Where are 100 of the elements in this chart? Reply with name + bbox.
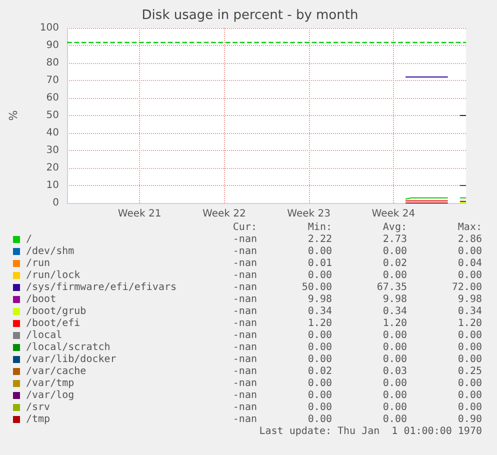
text: -nan [232,318,257,330]
legend-label: /sys/firmware/efi/efivars [26,282,177,294]
text: 0.00 [382,402,407,414]
text: 0.02 [382,258,407,270]
text: -nan [232,330,257,342]
legend-label: / [26,234,32,246]
y-tick-label: 50 [46,110,59,121]
text: 2.22 [306,234,332,246]
legend-label: /var/log [26,390,74,402]
legend-label: /run/lock [26,270,80,282]
text: 1.20 [382,318,407,330]
text: -nan [232,342,257,354]
text: 0.03 [382,366,407,378]
text: 0.00 [382,354,407,366]
legend-label: /srv [26,402,50,414]
text: 0.34 [306,306,332,318]
text: 0.04 [456,258,482,270]
text: 9.98 [456,294,482,306]
y-tick-label: 80 [46,58,59,68]
text: 0.00 [456,330,482,342]
text: -nan [232,378,257,390]
text: -nan [232,294,257,306]
text: 9.98 [306,294,332,306]
text: 0.00 [382,390,407,402]
text: 72.00 [450,282,482,294]
text: 0.00 [306,342,332,354]
text: Cur: [232,222,257,234]
text: 0.00 [382,330,407,342]
legend-label: /boot/efi [26,318,80,330]
text: Max: [456,222,482,234]
legend-label: /local [26,330,62,342]
legend-label: /dev/shm [26,246,74,258]
text: 0.00 [456,402,482,414]
text: Last update: Thu Jan 1 01:00:00 1970 [259,426,482,438]
text: 0.02 [306,366,332,378]
y-tick-label: 30 [46,145,59,156]
text: 0.00 [306,414,332,426]
text: 0.00 [306,390,332,402]
y-tick-label: 70 [46,75,59,86]
legend-label: /var/cache [26,366,86,378]
x-tick-label: Week 21 [118,208,162,220]
text: 0.00 [382,270,407,282]
y-tick-label: 60 [46,92,59,104]
legend-label: /local/scratch [26,342,110,354]
text: -nan [232,354,257,366]
x-tick-label: Week 24 [372,208,416,220]
text: 0.00 [456,378,482,390]
x-tick-label: Week 23 [287,208,330,220]
text: 0.90 [456,414,482,426]
text: 0.00 [306,402,332,414]
text: 0.00 [456,342,482,354]
text: -nan [232,258,257,270]
chart-title: Disk usage in percent - by month [142,8,358,23]
text: 0.00 [456,354,482,366]
x-tick-label: Week 22 [202,208,246,220]
legend-label: /boot/grub [26,306,86,318]
text: 0.00 [306,270,332,282]
legend-label: /run [26,258,50,270]
legend-label: /var/tmp [26,378,74,390]
y-axis-title: % [7,110,20,121]
text: 0.00 [306,246,332,258]
y-tick-label: 10 [46,180,59,191]
legend-label: /var/lib/docker [26,354,116,366]
text: 0.00 [306,378,332,390]
y-tick-label: 0 [52,198,59,208]
text: Avg: [382,222,407,234]
text: -nan [232,366,257,378]
y-tick-label: 100 [40,22,59,34]
text: -nan [232,270,257,282]
text: 0.00 [382,414,407,426]
text: Min: [306,222,332,234]
y-tick-label: 20 [46,162,59,174]
text: 0.34 [382,306,407,318]
text: 0.34 [456,306,482,318]
text: -nan [232,414,257,426]
text: -nan [232,282,257,294]
text: 50.00 [300,282,332,294]
text: 2.73 [382,234,407,246]
text: 1.20 [456,318,482,330]
text: 0.00 [456,246,482,258]
text: 0.01 [306,258,332,270]
y-tick-label: 40 [46,128,59,138]
text: 0.25 [456,366,482,378]
text: 0.00 [306,330,332,342]
text: 9.98 [382,294,407,306]
text: 1.20 [306,318,332,330]
y-tick-label: 90 [46,40,59,51]
text: 0.00 [382,246,407,258]
text: -nan [232,234,257,246]
legend-label: /tmp [26,414,50,426]
legend-label: /boot [26,294,56,306]
text: 2.86 [456,234,482,246]
text: -nan [232,246,257,258]
text: -nan [232,306,257,318]
text: 0.00 [456,390,482,402]
text: -nan [232,402,257,414]
text: 0.00 [382,378,407,390]
text: 0.00 [306,354,332,366]
text: 0.00 [382,342,407,354]
text: 67.35 [376,282,407,294]
